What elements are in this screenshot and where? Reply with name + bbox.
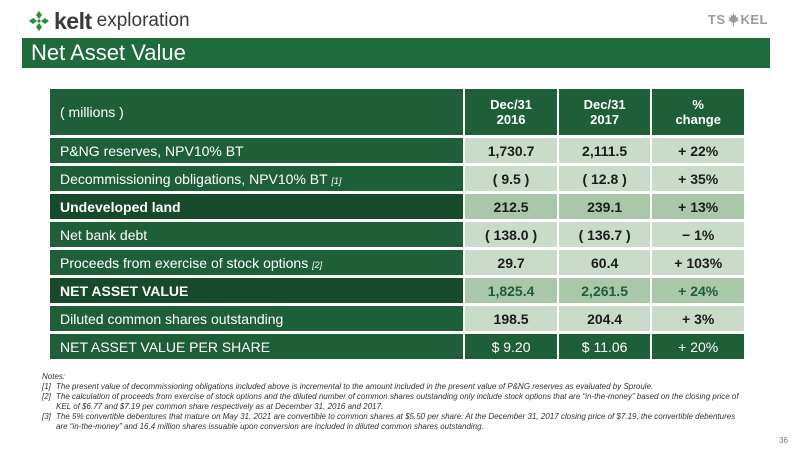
nav-table: ( millions ) Dec/31 2016 Dec/31 2017 % c… [48, 86, 746, 362]
cell-2016: 29.7 [465, 250, 557, 275]
cell-2016: 198.5 [465, 306, 557, 331]
cell-2017: 239.1 [558, 194, 651, 219]
footnote-number: [2] [42, 392, 51, 401]
footnotes: Notes: [1] The present value of decommis… [42, 372, 742, 432]
exchange-prefix: TS [707, 12, 726, 27]
footnote-ref: [1] [331, 175, 342, 186]
footnote-item: [1] The present value of decommissioning… [42, 382, 742, 392]
exchange-symbol: KEL [740, 12, 768, 27]
kelt-logo: kelt exploration [28, 8, 190, 34]
cell-change: + 24% [652, 278, 744, 303]
table-row: NET ASSET VALUE 1,825.4 2,261.5 + 24% [50, 278, 744, 303]
cell-change: + 13% [652, 194, 744, 219]
cell-2017: 2,261.5 [558, 278, 651, 303]
cell-2016: 212.5 [465, 194, 557, 219]
cell-2017: 204.4 [558, 306, 651, 331]
cell-2016: $ 9.20 [465, 334, 557, 359]
row-label: Undeveloped land [50, 194, 464, 219]
table-row: Proceeds from exercise of stock options … [50, 250, 744, 275]
row-label: NET ASSET VALUE PER SHARE [50, 334, 464, 359]
cell-change: + 103% [652, 250, 744, 275]
row-label: Proceeds from exercise of stock options … [50, 250, 464, 275]
table-row: Diluted common shares outstanding 198.5 … [50, 306, 744, 331]
cell-2017: ( 136.7 ) [558, 222, 651, 247]
cell-2016: ( 138.0 ) [465, 222, 557, 247]
page-number: 36 [779, 436, 788, 445]
maple-leaf-icon [727, 13, 739, 26]
exchange-ticker: TS KEL [708, 12, 768, 27]
row-label: NET ASSET VALUE [50, 278, 464, 303]
clover-cross-icon [29, 11, 49, 31]
slide-title: Net Asset Value [31, 40, 186, 65]
table-header-row: ( millions ) Dec/31 2016 Dec/31 2017 % c… [50, 89, 744, 135]
footnote-number: [1] [42, 382, 51, 391]
footnote-text: The calculation of proceeds from exercis… [56, 392, 739, 411]
cell-2017: 2,111.5 [558, 138, 651, 163]
title-bar: Net Asset Value [22, 38, 770, 68]
cell-change: + 3% [652, 306, 744, 331]
cell-2017: ( 12.8 ) [558, 166, 651, 191]
header-pct-change: % change [652, 89, 744, 135]
cell-2017: 60.4 [558, 250, 651, 275]
cell-2016: ( 9.5 ) [465, 166, 557, 191]
cell-change: + 20% [652, 334, 744, 359]
logo-brand: kelt [54, 7, 92, 34]
notes-heading: Notes: [42, 372, 66, 381]
footnote-item: [3] The 5% convertible debentures that m… [42, 412, 742, 432]
row-label: P&NG reserves, NPV10% BT [50, 138, 464, 163]
table-row: Net bank debt ( 138.0 ) ( 136.7 ) − 1% [50, 222, 744, 247]
cell-change: − 1% [652, 222, 744, 247]
table-row: P&NG reserves, NPV10% BT 1,730.7 2,111.5… [50, 138, 744, 163]
row-label: Diluted common shares outstanding [50, 306, 464, 331]
footnote-text: The 5% convertible debentures that matur… [56, 412, 736, 431]
table-row: Decommissioning obligations, NPV10% BT [… [50, 166, 744, 191]
cell-change: + 35% [652, 166, 744, 191]
cell-2016: 1,730.7 [465, 138, 557, 163]
cell-2017: $ 11.06 [558, 334, 651, 359]
header-dec-2017: Dec/31 2017 [558, 89, 651, 135]
table-row: NET ASSET VALUE PER SHARE $ 9.20 $ 11.06… [50, 334, 744, 359]
cell-2016: 1,825.4 [465, 278, 557, 303]
footnote-item: [2] The calculation of proceeds from exe… [42, 392, 742, 412]
footnote-number: [3] [42, 412, 51, 421]
header-label: ( millions ) [50, 89, 464, 135]
logo-subtitle: exploration [96, 10, 190, 31]
table-row: Undeveloped land 212.5 239.1 + 13% [50, 194, 744, 219]
footnote-ref: [2] [312, 259, 323, 270]
cell-change: + 22% [652, 138, 744, 163]
row-label: Decommissioning obligations, NPV10% BT [… [50, 166, 464, 191]
row-label: Net bank debt [50, 222, 464, 247]
header-dec-2016: Dec/31 2016 [465, 89, 557, 135]
footnote-text: The present value of decommissioning obl… [56, 382, 654, 391]
